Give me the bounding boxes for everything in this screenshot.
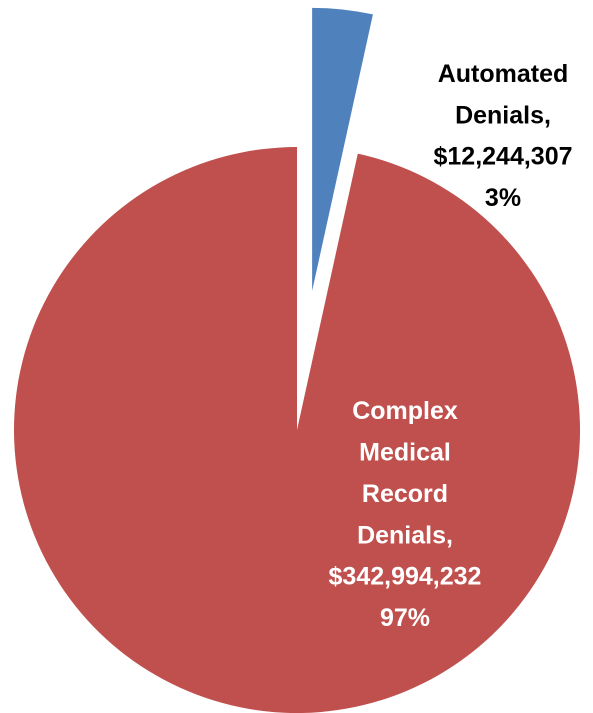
slice-label: Complex Medical Record Denials, bbox=[352, 397, 458, 550]
slice-value-label: $342,994,232 bbox=[329, 563, 482, 591]
pie-slice bbox=[312, 7, 373, 291]
slice-percent-label: 97% bbox=[380, 604, 430, 632]
slices bbox=[13, 7, 581, 713]
labels: Automated Denials, $12,244,307 3% Complex Med… bbox=[329, 60, 573, 633]
slice-label: Automated Denials, bbox=[438, 60, 569, 130]
pie-slice bbox=[13, 147, 581, 713]
slice-value-label: $12,244,307 bbox=[433, 143, 572, 171]
slice-percent-label: 3% bbox=[485, 184, 521, 212]
